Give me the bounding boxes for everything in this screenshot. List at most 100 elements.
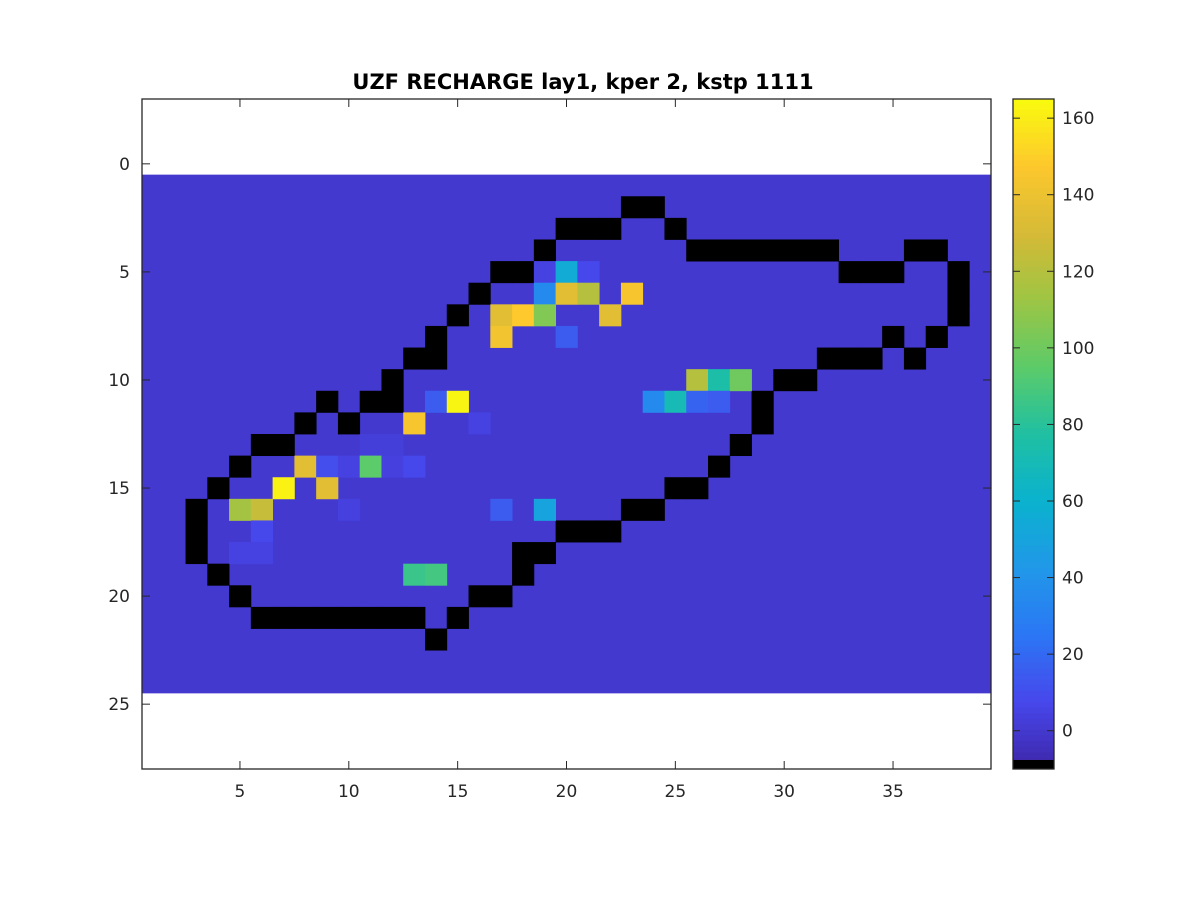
heatmap-cell [229,455,252,478]
heatmap-cell [359,455,382,478]
heatmap-cell [359,434,382,457]
colorbar-segment [1013,445,1054,452]
heatmap-cell [403,563,426,586]
x-tick-label: 5 [235,782,246,802]
colorbar-segment [1013,713,1054,720]
colorbar-segment [1013,506,1054,513]
heatmap-cell [947,304,970,327]
colorbar-tick-label: 20 [1062,645,1084,665]
heatmap-cell [664,390,687,413]
heatmap-cell [555,282,578,305]
colorbar-segment [1013,540,1054,547]
colorbar-segment [1013,333,1054,340]
colorbar-segment [1013,216,1054,223]
y-tick-label: 25 [108,695,130,715]
heatmap-cell [468,282,491,305]
heatmap-cell [381,455,404,478]
colorbar-segment [1013,473,1054,480]
heatmap-cell [599,304,622,327]
heatmap-cell [882,325,905,348]
colorbar-segment [1013,177,1054,184]
heatmap-cell [490,585,513,608]
heatmap-cell [577,282,600,305]
heatmap-cell [729,369,752,392]
y-tick-label: 15 [108,479,130,499]
colorbar-segment [1013,182,1054,189]
heatmap-cell [468,585,491,608]
colorbar-segment [1013,322,1054,329]
colorbar-segment [1013,579,1054,586]
colorbar-segment [1013,266,1054,273]
heatmap-cell [490,304,513,327]
heatmap-cell [533,304,557,327]
heatmap-cell [751,390,774,413]
plot-area: 5 10 15 20 25 30 35 0 5 10 15 20 25 [108,98,992,802]
colorbar-segment [1013,618,1054,625]
heatmap-cell [751,412,774,435]
colorbar-segment [1013,635,1054,642]
heatmap-cell [642,390,665,413]
colorbar-segment [1013,551,1054,558]
heatmap-cell [337,498,361,521]
colorbar: 0 20 40 60 80 100 120 140 160 [1012,98,1094,770]
colorbar-segment [1013,316,1054,323]
heatmap-cell [425,563,448,586]
x-tick-label: 15 [447,782,469,802]
colorbar-segment [1013,166,1054,173]
colorbar-segment [1013,221,1054,228]
colorbar-segment [1013,154,1054,161]
heatmap-cell [903,239,927,262]
colorbar-segment [1013,383,1054,390]
heatmap-cell [359,390,382,413]
heatmap-cell [860,347,883,370]
colorbar-segment [1013,327,1054,334]
heatmap-cell [207,477,230,500]
colorbar-segment [1013,456,1054,463]
colorbar-segment [1013,439,1054,446]
colorbar-segment [1013,657,1054,664]
heatmap-cell [686,239,709,262]
heatmap-cell [403,455,426,478]
heatmap-cell [316,390,339,413]
heatmap-cell [577,520,600,543]
heatmap-cell [903,347,927,370]
heatmap-cell [860,261,883,284]
heatmap-cell [229,542,252,565]
colorbar-segment [1013,244,1054,251]
heatmap-cell [294,606,317,629]
heatmap-cell [229,585,252,608]
colorbar-segment [1013,461,1054,468]
heatmap-cell [642,498,665,521]
heatmap-cell [403,347,426,370]
colorbar-segment [1013,417,1054,424]
colorbar-segment [1013,573,1054,580]
colorbar-segment [1013,584,1054,591]
heatmap-cell [229,498,252,521]
heatmap-cell [816,347,840,370]
colorbar-segment [1013,300,1054,307]
heatmap-cell [555,217,578,240]
heatmap-cell [381,606,404,629]
heatmap-cell [773,239,796,262]
heatmap-cell [686,477,709,500]
colorbar-segment [1013,361,1054,368]
colorbar-segment [1013,517,1054,524]
heatmap-cell [838,261,861,284]
colorbar-segment [1013,378,1054,385]
colorbar-segment [1013,350,1054,357]
colorbar-segment [1013,199,1054,206]
heatmap-cell [316,606,339,629]
colorbar-tick-label: 100 [1062,339,1094,359]
heatmap-cell [533,542,557,565]
y-tick-label: 0 [119,155,130,175]
colorbar-segment [1013,646,1054,653]
heatmap-cell [185,520,208,543]
colorbar-segment [1013,400,1054,407]
heatmap-cell [337,606,361,629]
heatmap-cell [294,412,317,435]
colorbar-segment [1013,411,1054,418]
heatmap-cell [642,196,665,219]
colorbar-segment [1013,115,1054,122]
colorbar-segment [1013,99,1054,106]
heatmap-cell [729,434,752,457]
